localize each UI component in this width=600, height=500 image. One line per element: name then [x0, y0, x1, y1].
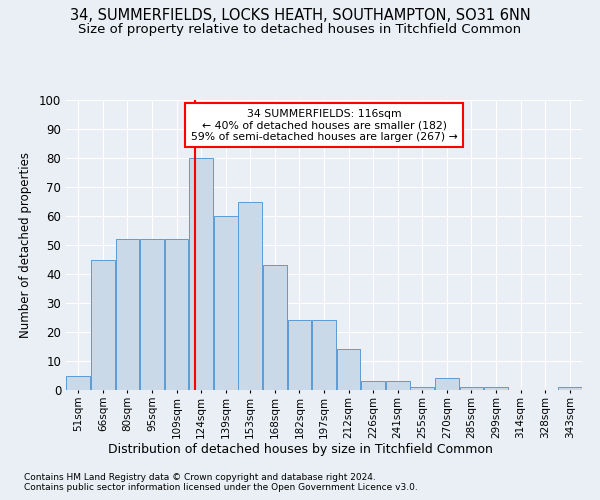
- Bar: [287, 320, 311, 390]
- Bar: [460, 387, 484, 390]
- Bar: [484, 387, 508, 390]
- Text: Size of property relative to detached houses in Titchfield Common: Size of property relative to detached ho…: [79, 22, 521, 36]
- Bar: [263, 266, 287, 390]
- Bar: [116, 239, 139, 390]
- Text: Distribution of detached houses by size in Titchfield Common: Distribution of detached houses by size …: [107, 442, 493, 456]
- Text: 34 SUMMERFIELDS: 116sqm
← 40% of detached houses are smaller (182)
59% of semi-d: 34 SUMMERFIELDS: 116sqm ← 40% of detache…: [191, 108, 457, 142]
- Text: 34, SUMMERFIELDS, LOCKS HEATH, SOUTHAMPTON, SO31 6NN: 34, SUMMERFIELDS, LOCKS HEATH, SOUTHAMPT…: [70, 8, 530, 22]
- Bar: [410, 387, 434, 390]
- Text: Contains HM Land Registry data © Crown copyright and database right 2024.: Contains HM Land Registry data © Crown c…: [24, 472, 376, 482]
- Bar: [164, 239, 188, 390]
- Bar: [67, 376, 90, 390]
- Bar: [312, 320, 336, 390]
- Bar: [140, 239, 164, 390]
- Text: Contains public sector information licensed under the Open Government Licence v3: Contains public sector information licen…: [24, 484, 418, 492]
- Bar: [214, 216, 238, 390]
- Bar: [91, 260, 115, 390]
- Bar: [337, 350, 361, 390]
- Bar: [361, 382, 385, 390]
- Y-axis label: Number of detached properties: Number of detached properties: [19, 152, 32, 338]
- Bar: [386, 382, 410, 390]
- Bar: [558, 387, 581, 390]
- Bar: [238, 202, 262, 390]
- Bar: [435, 378, 459, 390]
- Bar: [189, 158, 213, 390]
